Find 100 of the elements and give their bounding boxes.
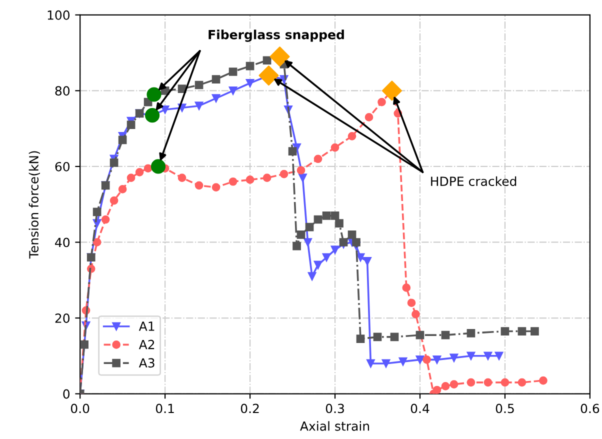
point [382, 359, 390, 368]
point [373, 332, 382, 342]
x-tick-label: 0.0 [70, 404, 90, 414]
point [390, 332, 399, 342]
point [212, 75, 220, 84]
legend-label: A3 [138, 358, 154, 368]
point [330, 246, 340, 254]
point [500, 327, 510, 336]
point [280, 170, 288, 178]
point [178, 174, 186, 182]
point [416, 356, 424, 364]
point [366, 359, 375, 368]
x-axis-title: Axial strain [300, 421, 370, 431]
point [288, 147, 297, 156]
point [118, 136, 127, 144]
y-tick-label: 80 [55, 86, 70, 96]
y-tick-label: 60 [55, 162, 70, 172]
point [466, 329, 476, 338]
point [382, 80, 402, 101]
point [364, 113, 374, 122]
point [363, 257, 372, 266]
point [484, 352, 492, 360]
y-axis-title: Tension force(kN) [28, 151, 40, 259]
point [262, 56, 272, 65]
point [322, 212, 331, 220]
point [539, 376, 548, 385]
point [356, 334, 365, 344]
point [330, 212, 340, 220]
point [518, 378, 526, 387]
x-tick-label: 0.2 [240, 404, 259, 414]
point [484, 378, 492, 387]
point [150, 159, 166, 174]
point [246, 62, 254, 70]
annotation: HDPE cracked [431, 176, 516, 186]
point [304, 238, 312, 246]
y-tick-label: 0 [63, 389, 70, 399]
point [80, 340, 88, 349]
point [398, 357, 408, 366]
point [292, 242, 301, 250]
point [296, 230, 306, 239]
point [314, 154, 322, 164]
point [160, 105, 170, 114]
point [212, 94, 220, 102]
point [416, 330, 424, 340]
x-tick-label: 0.4 [410, 404, 430, 414]
point [305, 222, 314, 232]
point [92, 208, 102, 216]
point [407, 298, 416, 308]
point [314, 260, 322, 270]
point [145, 108, 160, 123]
x-tick-label: 0.3 [326, 404, 344, 414]
point [466, 352, 476, 360]
x-tick-label: 0.5 [496, 404, 514, 414]
point [246, 78, 254, 88]
point [432, 386, 442, 394]
point [466, 378, 476, 387]
point [314, 215, 322, 224]
legend-label: A1 [138, 322, 154, 331]
point [246, 176, 254, 184]
annotation: Fiberglass snapped [208, 30, 344, 42]
point [422, 356, 431, 364]
point [270, 46, 290, 67]
point [101, 215, 110, 224]
point [518, 327, 526, 336]
point [146, 87, 162, 102]
y-tick-label: 100 [48, 10, 70, 20]
point [335, 219, 344, 228]
point [450, 380, 458, 388]
point [135, 168, 144, 176]
y-tick-label: 20 [55, 313, 70, 323]
point [92, 238, 102, 246]
point [339, 238, 348, 246]
point [494, 352, 504, 360]
point [530, 327, 539, 336]
y-tick-label: 40 [55, 238, 70, 248]
point [348, 230, 356, 239]
point [378, 98, 386, 106]
point [296, 166, 306, 174]
point [110, 158, 118, 167]
point [144, 164, 152, 173]
point [194, 80, 204, 90]
point [262, 174, 272, 182]
legend-label: A2 [138, 340, 154, 350]
point [441, 330, 450, 340]
point [212, 183, 220, 192]
point [258, 66, 279, 86]
point [412, 310, 420, 318]
point [322, 253, 331, 262]
x-tick-label: 0.6 [580, 404, 600, 414]
point [348, 132, 356, 140]
point [330, 143, 340, 152]
point [432, 356, 442, 364]
point [298, 174, 307, 182]
point [450, 354, 458, 362]
point [500, 378, 510, 387]
point [441, 382, 450, 390]
point [402, 284, 411, 292]
x-tick-label: 0.1 [156, 404, 174, 414]
point [126, 120, 136, 129]
point [110, 196, 118, 205]
